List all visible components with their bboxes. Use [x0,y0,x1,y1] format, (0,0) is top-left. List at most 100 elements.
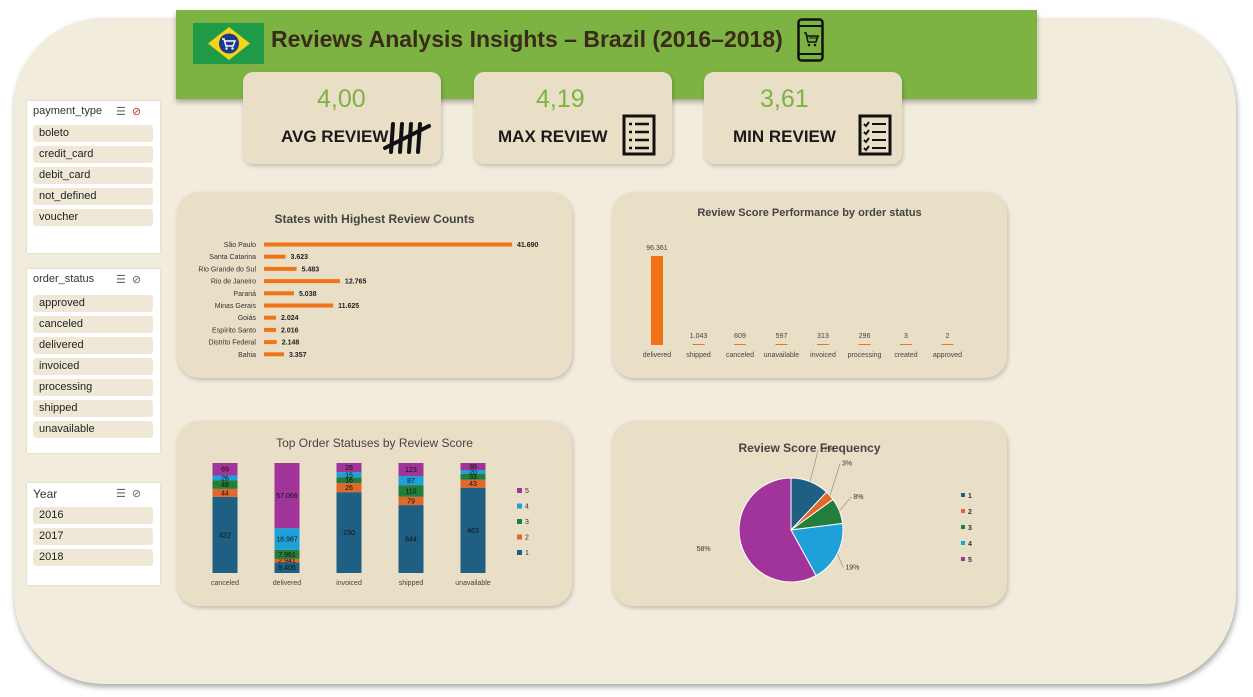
data-label: 296 [859,333,871,340]
data-label: 58% [697,546,711,553]
slicer-item[interactable]: voucher [33,209,153,226]
legend-swatch [961,541,965,545]
bar [264,340,277,345]
legend-label: 5 [968,557,972,564]
bar [264,315,277,320]
slicer-item[interactable]: not_defined [33,188,153,205]
tick-label: Goiás [238,315,257,322]
legend-label: 3 [968,525,972,532]
chart-title: Review Score Frequency [738,441,881,455]
data-label: 3% [842,461,852,468]
data-label: 230 [343,530,355,537]
clear-filter-icon[interactable]: ⊘ [131,274,148,286]
legend-swatch [517,534,522,540]
brazil-flag-cart-icon [193,23,264,64]
slicer-item[interactable]: delivered [33,337,153,354]
stack-segment [336,472,362,478]
slicer-item[interactable]: canceled [33,316,153,333]
pie-slice [790,522,844,577]
data-label: 26 [345,485,353,492]
legend-label: 5 [525,488,529,495]
slicer-item[interactable]: invoiced [33,358,153,375]
legend-label: 2 [968,509,972,516]
slicer-item[interactable]: 2016 [33,507,153,524]
slicer-item[interactable]: unavailable [33,421,153,438]
bar [734,344,746,345]
tick-label: shipped [686,352,711,359]
stack-segment [336,483,362,493]
legend-swatch [961,493,965,497]
data-label: 9.406 [278,565,296,572]
tick-label: created [894,352,917,359]
slicer-item[interactable]: boleto [33,125,153,142]
states-bar-chart: São Paulo 41.690 Santa Catarina 3.623 Rio Gr… [198,242,538,359]
data-label: 2 [946,333,950,340]
bar [264,327,276,332]
data-label: 5.483 [302,266,320,273]
tick-label: canceled [726,352,754,359]
data-label: 12% [820,447,834,454]
stacked-bar-chart: 42244482669canceled9.4062.9417.96118.987… [211,463,529,587]
chart-title: Review Score Performance by order status [697,207,922,219]
slicer-item[interactable]: shipped [33,400,153,417]
bar [651,256,663,345]
clear-filter-icon[interactable]: ⊘ [131,488,148,500]
stack-segment [460,470,486,474]
stack-segment [398,485,424,497]
bar [692,344,705,345]
kpi-label: AVG REVIEW [281,127,389,146]
multi-select-icon[interactable]: ☰ [116,106,132,118]
kpi-label: MAX REVIEW [498,127,608,146]
data-label: 57.066 [276,493,298,500]
leader-line [829,463,841,496]
data-label: 20 [469,469,477,476]
chart-title: States with Highest Review Counts [274,212,475,226]
multi-select-icon[interactable]: ☰ [116,488,132,500]
data-label: 313 [817,333,829,340]
slicer-item[interactable]: debit_card [33,167,153,184]
chart-card-stacked: Top Order Statuses by Review Score 422 44… [177,421,572,606]
legend-swatch [517,519,522,524]
slicer-item[interactable]: credit_card [33,146,153,163]
list-document-icon [622,114,656,156]
data-label: 597 [776,333,788,340]
tick-label: Bahia [238,352,256,359]
slicer-title: order_status [33,273,95,285]
slicer-item[interactable]: approved [33,295,153,312]
data-label: 16 [345,478,353,485]
legend-label: 1 [968,493,972,500]
stack-segment [212,480,238,489]
tick-label: canceled [211,580,239,587]
tick-label: Paraná [233,291,256,298]
data-label: 7.961 [278,552,296,559]
leader-line [839,496,852,512]
legend-swatch [961,509,965,513]
legend-label: 1 [525,550,529,557]
data-label: 463 [467,528,479,535]
legend-label: 2 [525,535,529,542]
clear-filter-icon[interactable]: ⊘ [131,106,148,118]
multi-select-icon[interactable]: ☰ [116,274,132,286]
slicer-item[interactable]: processing [33,379,153,396]
data-label: 3.357 [289,352,307,359]
page-title: Reviews Analysis Insights – Brazil (2016… [271,26,783,52]
bar [941,344,954,345]
bar [817,344,829,345]
legend-label: 3 [525,519,529,526]
tick-label: processing [848,352,882,359]
data-label: 5.038 [299,291,317,298]
data-label: 26 [345,465,353,472]
leader-line [809,449,819,482]
data-label: 2.148 [282,340,300,347]
bar [264,303,334,308]
stack-segment [274,528,300,550]
slicer-item[interactable]: 2018 [33,549,153,566]
kpi-card-max: 4,19 MAX REVIEW [474,72,672,164]
slicer-item[interactable]: 2017 [33,528,153,545]
slicer-title: payment_type [33,105,103,117]
stack-segment [336,463,362,473]
data-label: 18.987 [276,536,298,543]
pie-chart: 12% 3% 8% 19% 58% 1 2 3 4 5 [697,447,972,583]
tick-label: delivered [643,352,672,359]
stack-segment [460,463,486,471]
